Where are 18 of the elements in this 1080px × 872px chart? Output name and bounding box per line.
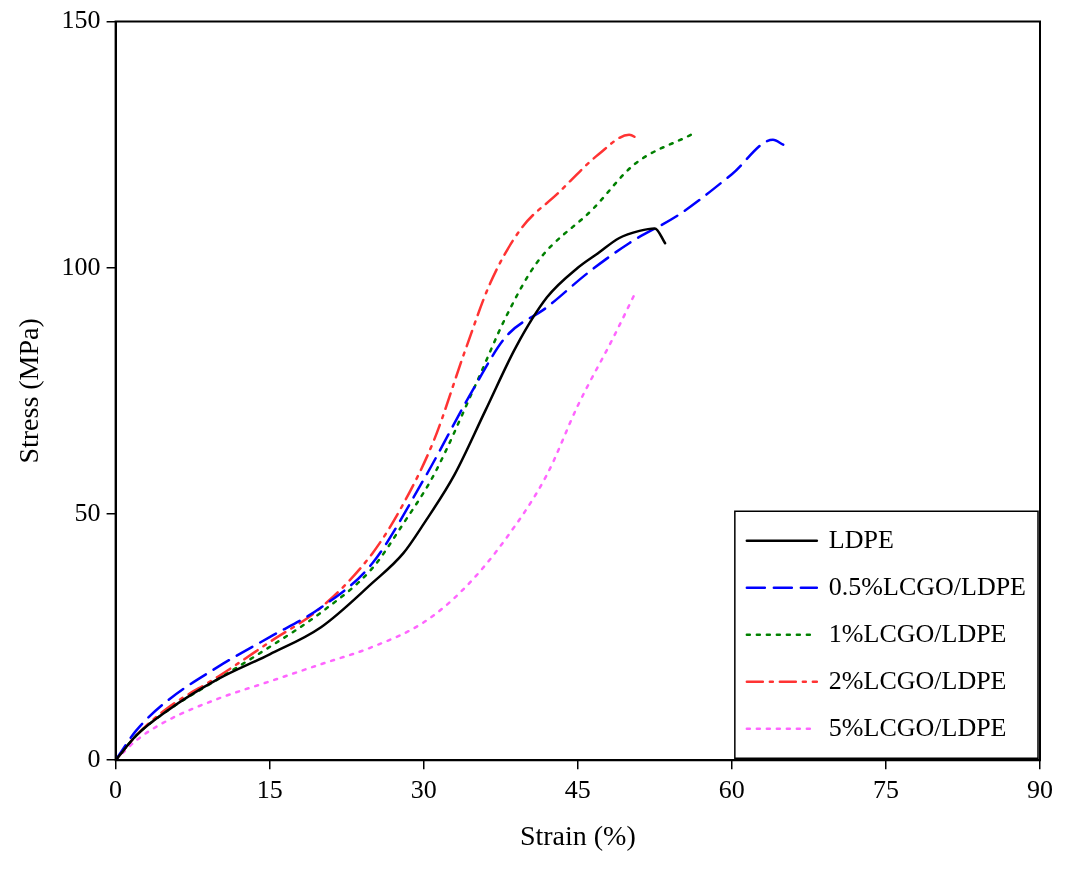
legend-label: 1%LCGO/LDPE <box>828 618 1007 648</box>
legend-label: 0.5%LCGO/LDPE <box>828 571 1027 601</box>
y-tick-label: 0 <box>87 744 101 774</box>
x-axis-title: Strain (%) <box>519 819 636 851</box>
y-tick-label: 150 <box>61 5 101 35</box>
legend-label: LDPE <box>828 524 894 554</box>
x-tick-label: 45 <box>564 774 591 804</box>
x-tick-label: 30 <box>410 774 437 804</box>
y-tick-label: 100 <box>61 251 101 281</box>
y-tick-label: 50 <box>74 497 101 527</box>
y-axis-title: Stress (MPa) <box>13 318 45 464</box>
x-tick-label: 15 <box>256 774 283 804</box>
legend-label: 5%LCGO/LDPE <box>828 712 1007 742</box>
x-tick-label: 90 <box>1027 774 1053 804</box>
x-tick-label: 75 <box>872 774 899 804</box>
x-tick-label: 0 <box>109 774 123 804</box>
legend-label: 2%LCGO/LDPE <box>828 665 1007 695</box>
x-tick-label: 60 <box>718 774 745 804</box>
